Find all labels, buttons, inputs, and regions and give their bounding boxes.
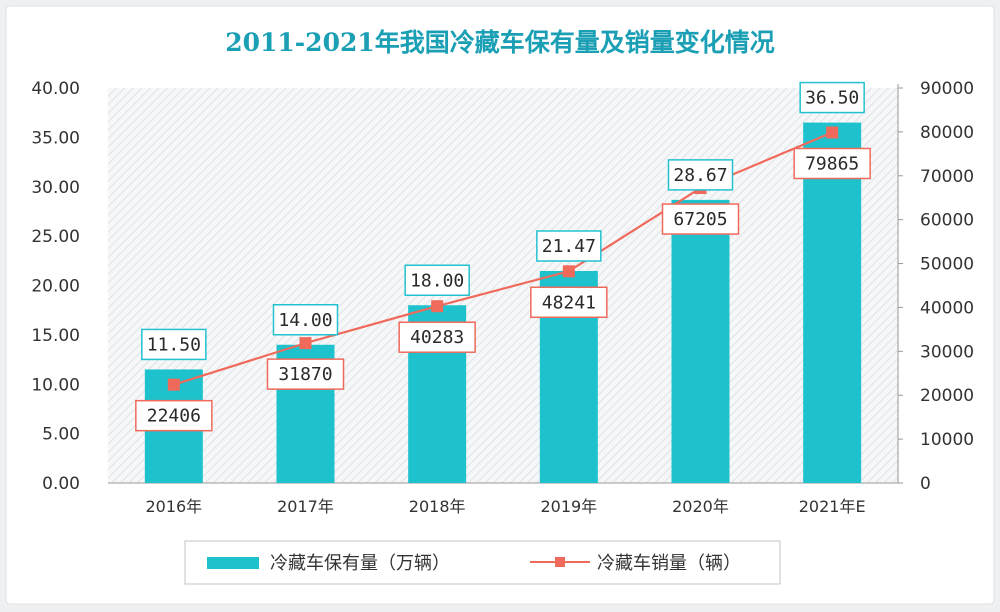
line-value-box	[661, 203, 740, 235]
bar-value-box	[141, 328, 207, 361]
bar-value-label: 21.47	[542, 236, 596, 257]
category-label: 2018年	[409, 497, 466, 516]
category-label: 2021年E	[799, 497, 866, 516]
line-marker	[167, 378, 180, 391]
line-value-label: 48241	[542, 292, 596, 313]
line-value-box	[266, 358, 345, 390]
right-tick-label: 30000	[920, 342, 974, 362]
left-tick-label: 10.00	[31, 375, 80, 395]
data-labels: 11.50 14.00 18.00 21.47 28.67 36.50 22406 31870…	[135, 81, 871, 432]
line-value-box	[793, 147, 871, 180]
left-tick-label: 30.00	[31, 178, 80, 198]
bar-value-box	[667, 159, 734, 191]
category-label: 2019年	[540, 497, 597, 516]
bar-value-box	[272, 304, 339, 336]
watermark: 大数跨境	[13, 581, 118, 602]
line-marker	[562, 265, 575, 278]
bar-value-label: 14.00	[278, 310, 332, 331]
line-value-box	[398, 321, 476, 353]
bar-value-box	[799, 81, 865, 114]
right-tick-label: 40000	[920, 298, 974, 318]
left-tick-label: 15.00	[31, 326, 80, 346]
left-tick-label: 5.00	[42, 425, 80, 445]
left-tick-label: 20.00	[31, 277, 80, 297]
legend-bar-label: 冷藏车保有量（万辆）	[270, 553, 450, 574]
bar-value-label: 11.50	[147, 334, 201, 355]
bar-value-label: 28.67	[673, 165, 727, 186]
line-value-label: 67205	[673, 209, 727, 230]
right-axis-ticks: 0 10000 20000 30000 40000 50000 60000 70000 8000…	[898, 79, 974, 494]
bar-value-box	[536, 230, 602, 262]
left-tick-label: 25.00	[31, 227, 80, 247]
line-marker	[431, 300, 444, 313]
watermark-logo-icon	[13, 581, 31, 599]
right-tick-label: 60000	[920, 211, 974, 231]
right-tick-label: 0	[920, 474, 931, 494]
legend-line-marker	[555, 557, 565, 567]
category-label: 2017年	[277, 497, 334, 516]
bar-value-label: 36.50	[805, 88, 859, 109]
category-label: 2020年	[672, 497, 729, 516]
line-value-label: 40283	[410, 327, 464, 348]
right-tick-label: 80000	[920, 123, 974, 143]
right-tick-label: 10000	[920, 430, 974, 450]
left-tick-label: 35.00	[31, 128, 80, 148]
watermark-text: 大数跨境	[46, 581, 118, 602]
bar-value-label: 18.00	[410, 270, 464, 291]
line-value-label: 31870	[278, 364, 332, 385]
plot-area	[108, 88, 898, 483]
left-tick-label: 40.00	[31, 79, 80, 99]
category-labels: 2016年 2017年 2018年 2019年 2020年 2021年E	[145, 497, 865, 516]
line-marker	[299, 337, 312, 350]
right-tick-label: 50000	[920, 255, 974, 275]
watermark-logo-icon-2	[27, 583, 41, 597]
line-value-box	[135, 399, 213, 432]
legend: 冷藏车保有量（万辆） 冷藏车销量（辆）	[184, 540, 781, 585]
bar	[671, 199, 730, 484]
line-value-label: 22406	[147, 406, 201, 427]
line-value-label: 79865	[805, 153, 859, 174]
left-tick-label: 0.00	[42, 474, 80, 494]
line-value-box	[530, 286, 608, 319]
bar-value-box	[404, 264, 470, 296]
legend-line-label: 冷藏车销量（辆）	[597, 553, 741, 574]
bar	[803, 122, 862, 483]
left-axis-ticks: 0.00 5.00 10.00 15.00 20.00 25.00 30.00 35.00 40…	[31, 79, 80, 494]
legend-bar-swatch	[207, 557, 259, 569]
chart-title: 2011-2021年我国冷藏车保有量及销量变化情况	[225, 28, 775, 57]
right-tick-label: 20000	[920, 386, 974, 406]
category-label: 2016年	[145, 497, 202, 516]
legend-box	[184, 540, 781, 585]
right-tick-label: 90000	[920, 79, 974, 99]
right-tick-label: 70000	[920, 167, 974, 187]
line-marker	[826, 126, 839, 139]
